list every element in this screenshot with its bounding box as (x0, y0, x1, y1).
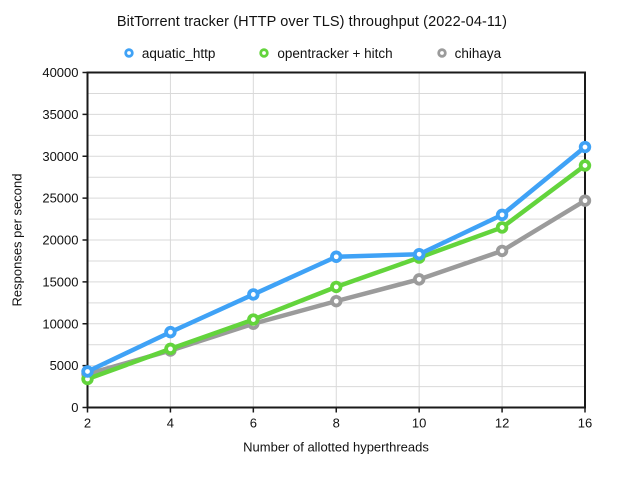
y-tick-label: 40000 (42, 65, 78, 80)
x-axis-title: Number of allotted hyperthreads (243, 439, 429, 455)
gridlines (87, 72, 585, 408)
x-tick-labels: 2 4 6 8 10 12 16 (84, 416, 592, 431)
x-tick-label: 12 (495, 416, 509, 431)
data-point-marker (578, 159, 592, 172)
legend-marker-icon (436, 47, 448, 59)
data-point-marker (578, 140, 592, 154)
axis-ticks (82, 71, 586, 413)
data-point-marker (81, 365, 94, 378)
x-tick-label: 16 (578, 416, 592, 431)
series-aquatic_http (81, 140, 592, 378)
data-point-marker (330, 294, 343, 308)
y-tick-label: 0 (71, 400, 78, 415)
x-tick-label: 2 (84, 416, 91, 431)
legend-marker-icon (123, 47, 135, 59)
y-tick-label: 15000 (42, 274, 78, 289)
data-point-marker (578, 194, 592, 207)
data-point-marker (330, 250, 343, 263)
data-point-marker (412, 273, 426, 286)
y-tick-label: 35000 (42, 107, 78, 122)
data-point-marker (495, 208, 509, 222)
data-point-marker (164, 342, 177, 356)
y-tick-label: 30000 (42, 149, 78, 164)
legend-label: chihaya (454, 45, 502, 61)
legend-item-chihaya: chihaya (436, 45, 502, 61)
x-tick-label: 10 (412, 416, 426, 431)
data-point-marker (412, 248, 426, 261)
plot-border (86, 71, 586, 409)
data-point-marker (247, 288, 260, 301)
x-tick-label: 8 (333, 416, 340, 431)
data-point-marker (164, 325, 177, 339)
legend-item-opentracker-hitch: opentracker + hitch (258, 45, 393, 61)
data-point-marker (330, 280, 343, 294)
data-point-marker (495, 244, 509, 258)
y-tick-label: 20000 (42, 233, 78, 248)
x-tick-label: 6 (250, 416, 257, 431)
legend-marker-icon (258, 47, 270, 59)
legend-label: aquatic_http (141, 45, 216, 61)
chart-legend: aquatic_http opentracker + hitch chihaya (0, 45, 624, 61)
y-tick-label: 10000 (42, 316, 78, 331)
chart-title: BitTorrent tracker (HTTP over TLS) throu… (116, 14, 508, 30)
legend-label: opentracker + hitch (277, 45, 393, 61)
data-point-marker (247, 313, 260, 326)
x-tick-label: 4 (167, 416, 174, 431)
data-point-marker (495, 221, 509, 234)
y-tick-label: 25000 (42, 191, 78, 206)
y-tick-labels: 0 5000 10000 15000 20000 25000 30000 35000 40000 (42, 65, 78, 415)
y-tick-label: 5000 (50, 358, 79, 373)
legend-item-aquatic_http: aquatic_http (123, 45, 216, 61)
